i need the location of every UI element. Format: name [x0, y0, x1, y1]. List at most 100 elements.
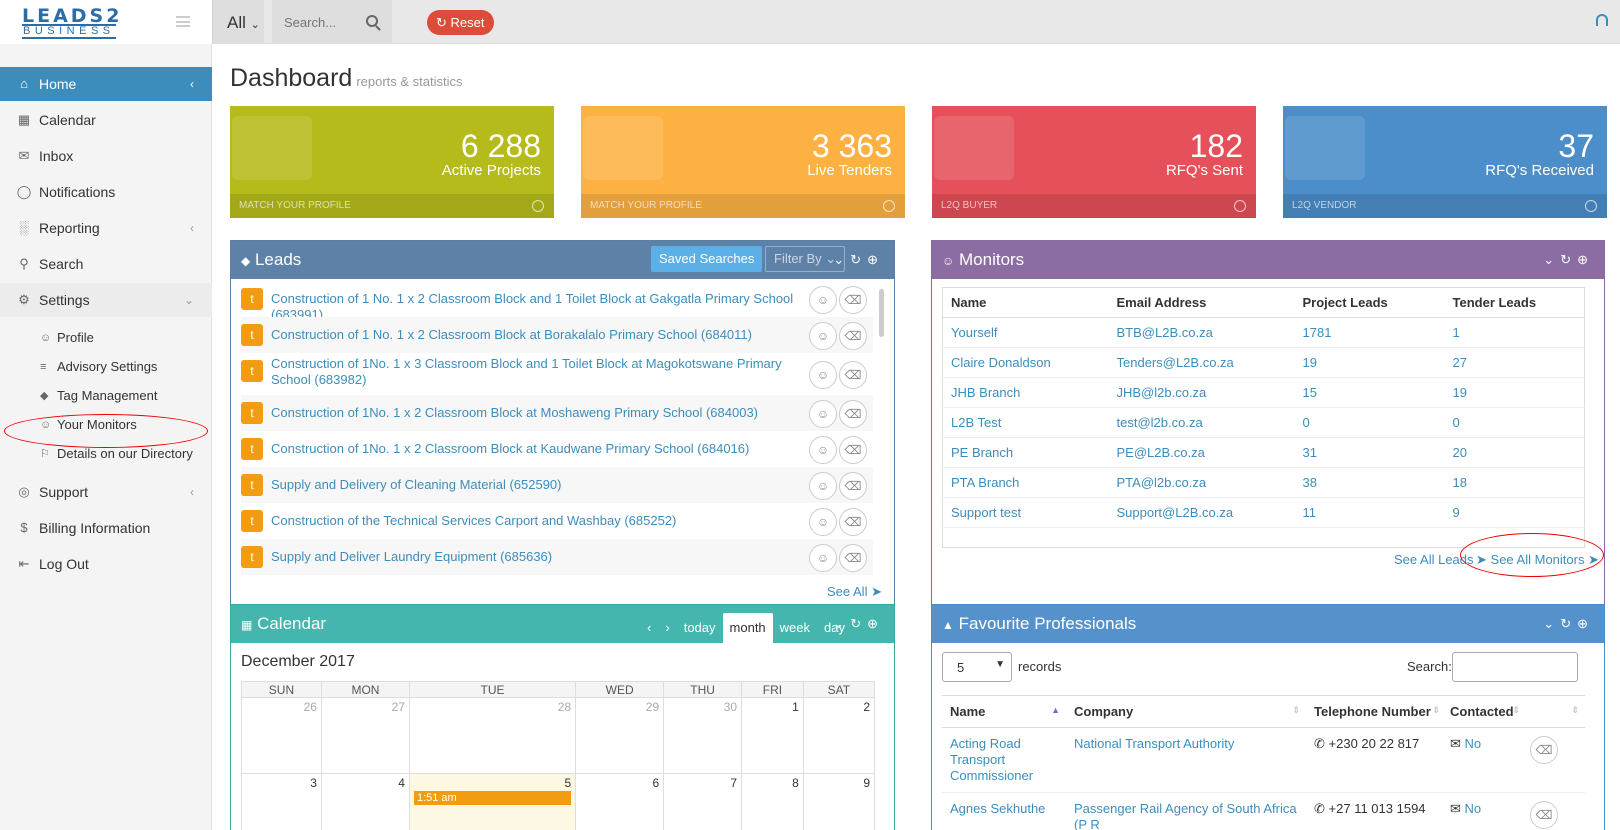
calendar-event[interactable]: 1:51 am [413, 791, 572, 805]
fullscreen-icon[interactable]: ⊕ [1577, 616, 1594, 631]
calendar-day[interactable]: 1 [741, 697, 804, 774]
lead-link[interactable]: Supply and Delivery of Cleaning Material… [271, 477, 562, 492]
lead-link[interactable]: Construction of 1No. 1 x 2 Classroom Blo… [271, 405, 758, 420]
filter-by-dropdown[interactable]: Filter By ⌄ [765, 246, 846, 272]
monitor-email-link[interactable]: test@l2b.co.za [1108, 407, 1295, 438]
scrollbar[interactable] [879, 289, 884, 337]
column-header-contacted[interactable]: Contacted ⇕ [1442, 695, 1522, 728]
monitor-name-link[interactable]: Yourself [942, 317, 1109, 348]
sidebar-item-search[interactable]: ⚲ Search [0, 247, 212, 281]
monitor-button[interactable]: ☺ [809, 286, 837, 314]
monitor-button[interactable]: ☺ [809, 544, 837, 572]
tender-leads-link[interactable]: 18 [1444, 467, 1585, 498]
collapse-icon[interactable]: ⌄ [833, 616, 851, 631]
headset-icon[interactable] [1596, 14, 1608, 26]
lead-link[interactable]: Construction of 1No. 1 x 3 Classroom Blo… [271, 356, 782, 387]
calendar-day[interactable]: 2 [802, 697, 876, 774]
monitor-email-link[interactable]: Tenders@L2B.co.za [1108, 347, 1295, 378]
monitor-name-link[interactable]: PE Branch [942, 437, 1109, 468]
lead-link[interactable]: Construction of 1No. 1 x 2 Classroom Blo… [271, 441, 750, 456]
monitor-email-link[interactable]: PTA@l2b.co.za [1108, 467, 1295, 498]
sidebar-item-settings[interactable]: ⚙ Settings ⌄ [0, 283, 212, 317]
monitor-button[interactable]: ☺ [809, 436, 837, 464]
lead-link[interactable]: Supply and Deliver Laundry Equipment (68… [271, 549, 553, 564]
project-leads-link[interactable]: 1781 [1294, 317, 1445, 348]
today-button[interactable]: today [683, 620, 716, 635]
monitor-email-link[interactable]: PE@L2B.co.za [1108, 437, 1295, 468]
column-header-company[interactable]: Company ⇕ [1066, 695, 1306, 728]
monitor-email-link[interactable]: BTB@L2B.co.za [1108, 317, 1295, 348]
monitor-email-link[interactable]: JHB@l2b.co.za [1108, 377, 1295, 408]
fullscreen-icon[interactable]: ⊕ [867, 616, 884, 631]
calendar-day[interactable]: 7 [663, 773, 743, 830]
trash-button[interactable]: ⌫ [839, 508, 867, 536]
fullscreen-icon[interactable]: ⊕ [1577, 252, 1594, 267]
tender-leads-link[interactable]: 19 [1444, 377, 1585, 408]
monitor-button[interactable]: ☺ [809, 400, 837, 428]
month-view-button[interactable]: month [722, 613, 773, 643]
sidebar-subitem-profile[interactable]: ☺ Profile [0, 324, 212, 352]
contacted-cell[interactable]: ✉ No [1442, 727, 1522, 793]
collapse-icon[interactable]: ⌄ [1543, 252, 1561, 267]
calendar-day[interactable]: 4 [320, 773, 410, 830]
tender-leads-link[interactable]: 9 [1444, 497, 1585, 528]
tile-footer-link[interactable]: L2Q VENDOR [1283, 194, 1607, 218]
monitor-email-link[interactable]: Support@L2B.co.za [1108, 497, 1295, 528]
calendar-day[interactable]: 28 [408, 697, 577, 774]
sidebar-item-inbox[interactable]: ✉ Inbox [0, 139, 212, 173]
trash-button[interactable]: ⌫ [839, 436, 867, 464]
trash-button[interactable]: ⌫ [839, 286, 867, 314]
contacted-cell[interactable]: ✉ No [1442, 792, 1522, 830]
calendar-day[interactable]: 8 [741, 773, 804, 830]
monitor-button[interactable]: ☺ [809, 508, 837, 536]
favourites-search-input[interactable] [1452, 652, 1578, 682]
column-header-telephone[interactable]: Telephone Number ⇕ [1306, 695, 1442, 728]
company-link[interactable]: National Transport Authority [1066, 727, 1306, 793]
day-view-button[interactable]: day [824, 620, 845, 635]
calendar-day-with-event[interactable]: 5 1:51 am [408, 773, 577, 830]
see-all-leads-link[interactable]: See All Leads [1394, 552, 1474, 567]
search-icon[interactable] [366, 15, 378, 27]
brand-logo[interactable]: LEADS2 BUSINESS [0, 0, 212, 44]
calendar-day[interactable]: 3 [241, 773, 322, 830]
lead-link[interactable]: Construction of the Technical Services C… [271, 513, 677, 528]
trash-button[interactable]: ⌫ [839, 322, 867, 350]
monitor-name-link[interactable]: JHB Branch [942, 377, 1109, 408]
refresh-icon[interactable]: ↻ [850, 252, 868, 267]
sidebar-subitem-directory-details[interactable]: ⚐ Details on our Directory [0, 440, 212, 468]
monitor-name-link[interactable]: PTA Branch [942, 467, 1109, 498]
sidebar-item-calendar[interactable]: ▦ Calendar [0, 103, 212, 137]
trash-button[interactable]: ⌫ [839, 472, 867, 500]
professional-name-link[interactable]: Acting Road Transport Commissioner [942, 727, 1066, 793]
sidebar-item-reporting[interactable]: ░ Reporting ‹ [0, 211, 212, 245]
see-all-leads-link[interactable]: See All ➤ [827, 584, 882, 600]
page-size-select[interactable]: 5 ▼ [942, 652, 1012, 682]
sidebar-subitem-tag-management[interactable]: ◆ Tag Management [0, 382, 212, 410]
trash-button[interactable]: ⌫ [839, 544, 867, 572]
prev-icon[interactable]: ‹ [647, 620, 652, 635]
tender-leads-link[interactable]: 20 [1444, 437, 1585, 468]
tender-leads-link[interactable]: 1 [1444, 317, 1585, 348]
sidebar-item-billing[interactable]: $ Billing Information [0, 511, 212, 545]
monitor-button[interactable]: ☺ [809, 361, 837, 389]
refresh-icon[interactable]: ↻ [850, 616, 868, 631]
monitor-button[interactable]: ☺ [809, 322, 837, 350]
tile-rfqs-received[interactable]: 37 RFQ's Received L2Q VENDOR [1283, 106, 1607, 218]
calendar-day[interactable]: 9 [802, 773, 876, 830]
professional-name-link[interactable]: Agnes Sekhuthe [942, 792, 1066, 830]
refresh-icon[interactable]: ↻ [1560, 616, 1578, 631]
collapse-icon[interactable]: ⌄ [833, 252, 851, 267]
trash-button[interactable]: ⌫ [839, 361, 867, 389]
calendar-day[interactable]: 26 [241, 697, 322, 774]
sidebar-item-notifications[interactable]: ◯ Notifications [0, 175, 212, 209]
week-view-button[interactable]: week [779, 620, 811, 635]
calendar-day[interactable]: 27 [320, 697, 410, 774]
monitor-name-link[interactable]: Support test [942, 497, 1109, 528]
company-link[interactable]: Passenger Rail Agency of South Africa (P… [1066, 792, 1306, 830]
reset-button[interactable]: ↻ Reset [427, 10, 494, 35]
tender-leads-link[interactable]: 27 [1444, 347, 1585, 378]
calendar-day[interactable]: 29 [575, 697, 665, 774]
monitor-button[interactable]: ☺ [809, 472, 837, 500]
column-header-actions[interactable]: ⇕ [1522, 695, 1585, 728]
collapse-icon[interactable]: ⌄ [1543, 616, 1561, 631]
